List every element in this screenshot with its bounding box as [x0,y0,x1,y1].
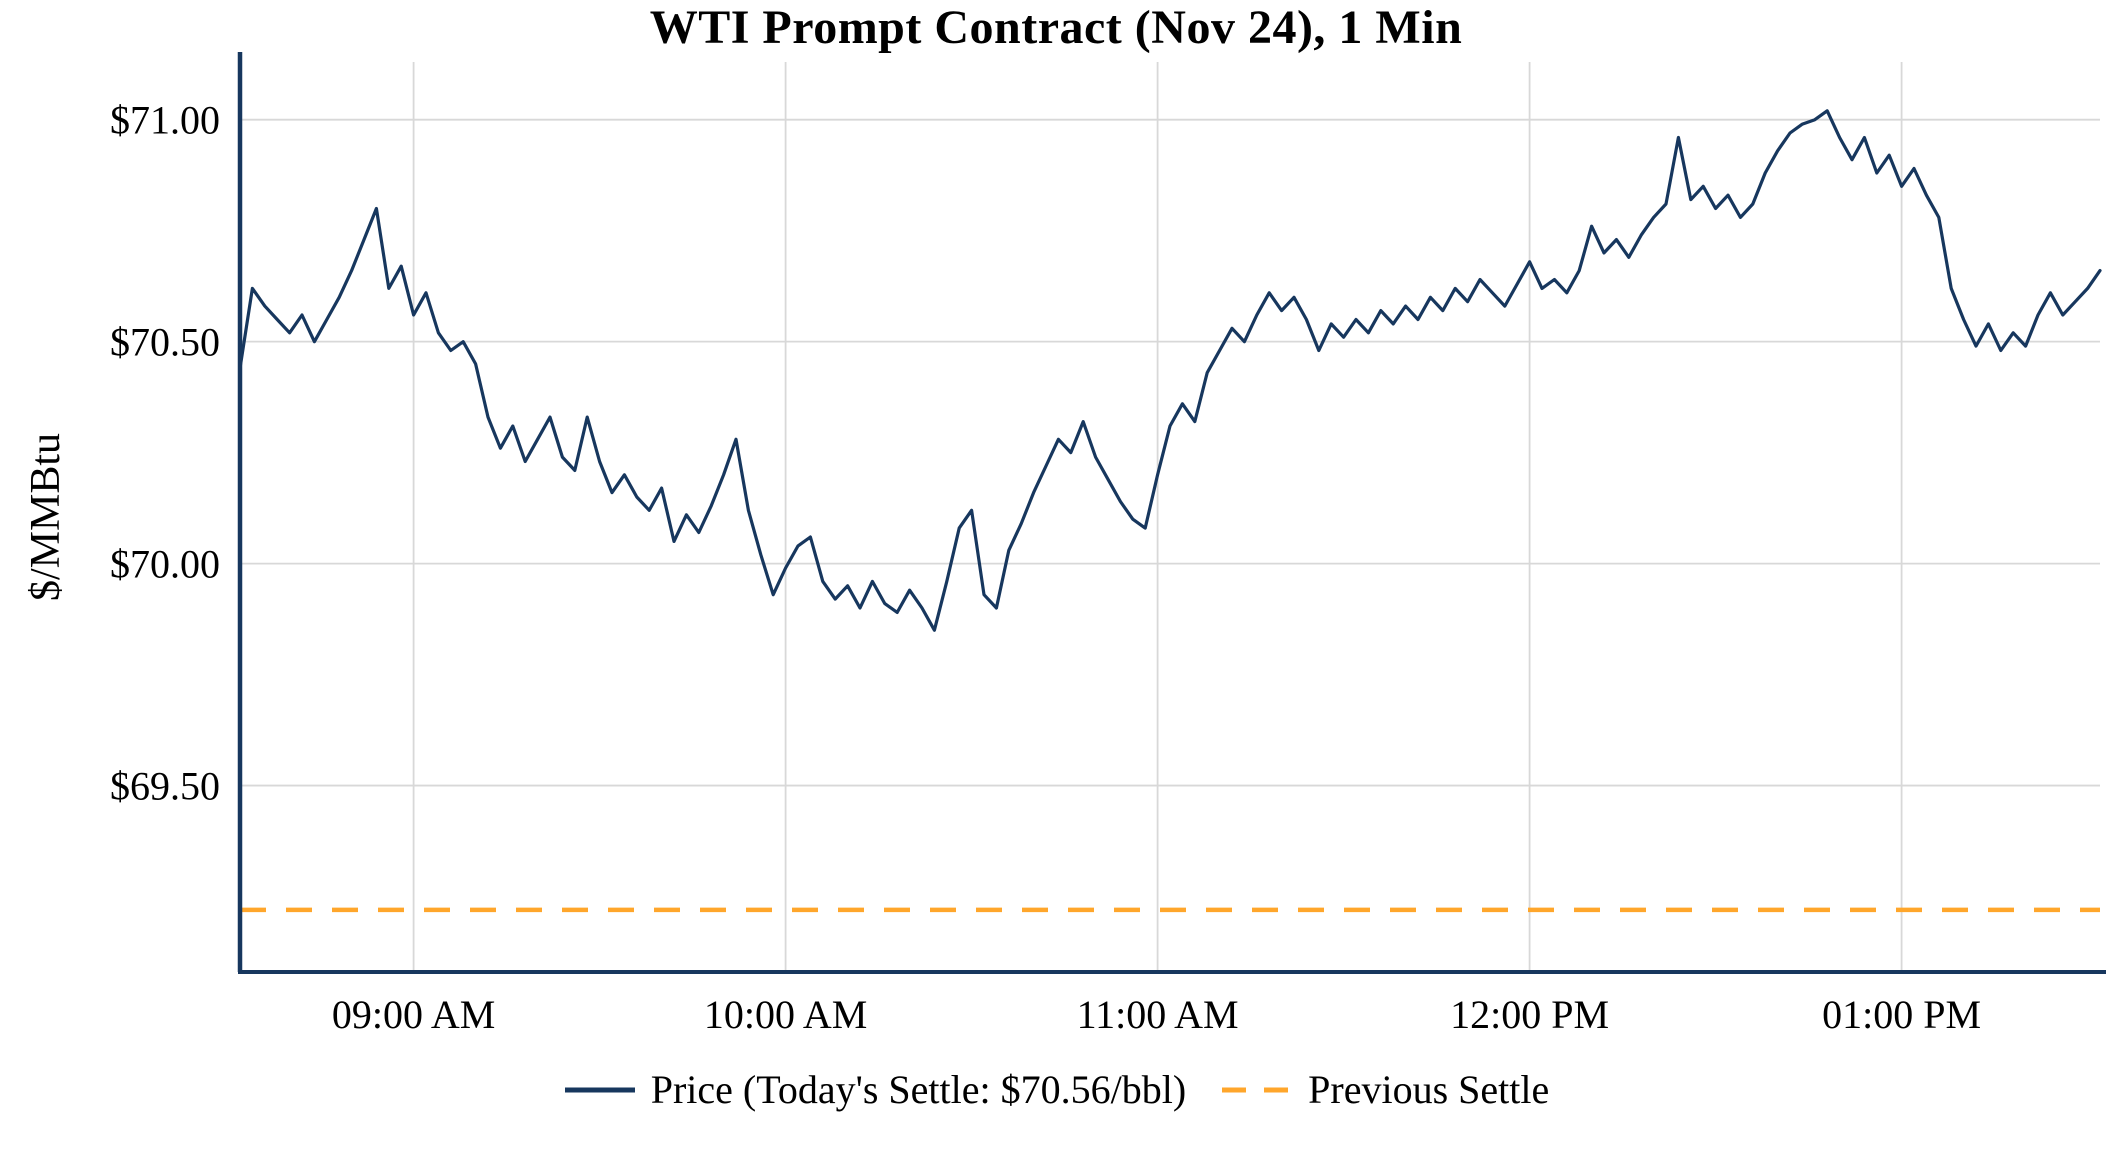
price-line [238,109,2102,632]
x-tick-label: 11:00 AM [1077,992,1239,1037]
chart-title: WTI Prompt Contract (Nov 24), 1 Min [649,1,1463,54]
x-tick-label: 01:00 PM [1822,992,1981,1037]
y-tick-label: $69.50 [110,764,220,809]
legend: Price (Today's Settle: $70.56/bbl) Previ… [0,1066,2112,1113]
y-tick-label: $71.00 [110,98,220,143]
legend-item-prev-settle: Previous Settle [1220,1066,1549,1113]
x-tick-label: 12:00 PM [1450,992,1609,1037]
x-tick-label: 09:00 AM [332,992,495,1037]
legend-item-price: Price (Today's Settle: $70.56/bbl) [563,1066,1186,1113]
y-tick-label: $70.50 [110,320,220,365]
y-tick-label: $70.00 [110,542,220,587]
legend-price-label: Price (Today's Settle: $70.56/bbl) [650,1067,1187,1112]
x-tick-label: 10:00 AM [704,992,867,1037]
price-line-sample [564,1087,635,1092]
prev-settle-line-sample [1222,1087,1293,1092]
legend-prev-settle-label: Previous Settle [1308,1067,1550,1112]
